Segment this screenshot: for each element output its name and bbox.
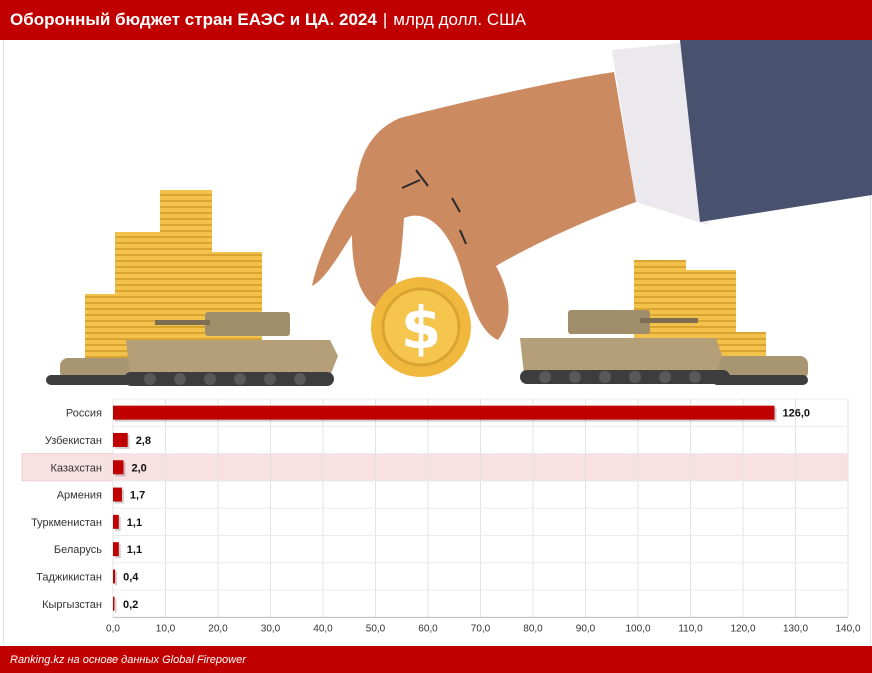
value-label: 1,7: [130, 490, 145, 502]
dollar-coin-icon: $: [371, 277, 471, 377]
x-tick-label: 10,0: [156, 623, 176, 634]
x-tick-label: 30,0: [261, 623, 281, 634]
value-label: 2,0: [132, 462, 147, 474]
highlight-row: [21, 453, 849, 482]
sleeve: [612, 40, 872, 225]
x-tick-label: 20,0: [208, 623, 228, 634]
bar: [113, 542, 119, 557]
unit-label: млрд долл. США: [393, 10, 527, 29]
value-label: 1,1: [127, 544, 142, 556]
illustration: $: [46, 40, 872, 386]
value-label: 0,4: [123, 571, 139, 583]
x-axis: 0,0 10,0 20,0 30,0 40,0 50,0 60,0 70,0 80,0 90,0 1…: [106, 616, 861, 634]
x-tick-label: 70,0: [471, 623, 491, 634]
bar: [113, 405, 775, 420]
bar-chart: Россия 126,0 Узбекистан 2,8 Казахстан 2,0 Арме…: [21, 398, 861, 634]
category-label: Узбекистан: [45, 435, 102, 447]
category-label: Россия: [66, 408, 102, 420]
x-tick-label: 80,0: [523, 623, 543, 634]
x-tick-label: 60,0: [418, 623, 438, 634]
tank-right-icon: [520, 310, 808, 385]
chart-rows: Россия 126,0 Узбекистан 2,8 Казахстан 2,0 Арме…: [31, 405, 811, 613]
category-label: Кыргызстан: [42, 599, 102, 611]
bar: [113, 514, 119, 529]
x-tick-label: 110,0: [678, 623, 703, 634]
bar: [113, 596, 115, 611]
bar: [113, 487, 122, 502]
footer-bar: Ranking.kz на основе данных Global Firep…: [0, 646, 872, 673]
coin-symbol: $: [401, 294, 441, 362]
x-tick-label: 120,0: [730, 623, 755, 634]
bar: [113, 460, 124, 475]
x-tick-label: 0,0: [106, 623, 120, 634]
bar-shadow: [115, 598, 117, 613]
tank-left-icon: [46, 312, 338, 386]
category-label: Таджикистан: [36, 571, 102, 583]
x-tick-label: 140,0: [835, 623, 860, 634]
x-tick-label: 130,0: [783, 623, 808, 634]
chart-grid: [21, 398, 849, 618]
header-bar: Оборонный бюджет стран ЕАЭС и ЦА. 2024 |…: [0, 0, 872, 40]
x-tick-label: 50,0: [366, 623, 386, 634]
value-label: 0,2: [123, 599, 138, 611]
bar: [113, 569, 116, 584]
bar: [113, 432, 128, 447]
x-tick-label: 90,0: [576, 623, 596, 634]
category-label: Туркменистан: [31, 517, 102, 529]
source-note: Ranking.kz на основе данных Global Firep…: [10, 653, 246, 666]
x-tick-label: 40,0: [313, 623, 333, 634]
value-label: 2,8: [136, 435, 151, 447]
bar-shadow: [115, 571, 118, 586]
page-title: Оборонный бюджет стран ЕАЭС и ЦА. 2024: [10, 10, 377, 29]
x-tick-label: 100,0: [625, 623, 650, 634]
value-label: 1,1: [127, 517, 142, 529]
category-label: Армения: [57, 490, 102, 502]
title-separator: |: [382, 10, 388, 29]
category-label: Беларусь: [54, 544, 102, 556]
hand: [312, 72, 636, 340]
value-label: 126,0: [783, 408, 811, 420]
category-label: Казахстан: [50, 462, 102, 474]
knuckle-lines: [401, 169, 467, 245]
